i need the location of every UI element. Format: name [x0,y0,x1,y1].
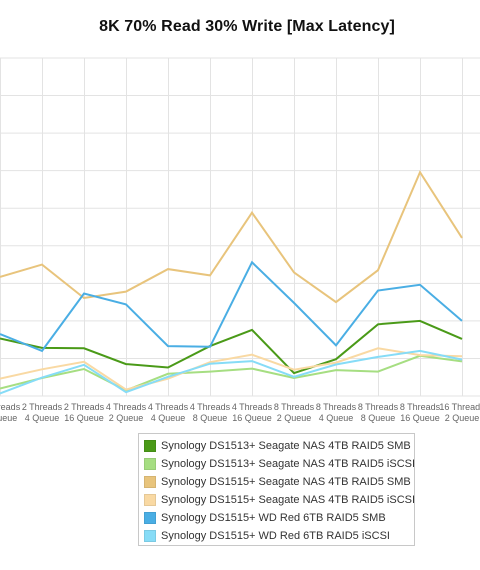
legend-item[interactable]: Synology DS1513+ Seagate NAS 4TB RAID5 i… [144,455,416,473]
legend-label: Synology DS1515+ Seagate NAS 4TB RAID5 S… [161,476,411,488]
legend-label: Synology DS1515+ Seagate NAS 4TB RAID5 i… [161,494,416,506]
chart-title: 8K 70% Read 30% Write [Max Latency] [99,18,395,35]
x-tick-label: 4 Threads 8 Queue [190,402,231,423]
series-line-3 [0,170,463,304]
legend-label: Synology DS1515+ WD Red 6TB RAID5 iSCSI [161,530,390,542]
legend-swatch [144,512,156,524]
chart-legend: Synology DS1513+ Seagate NAS 4TB RAID5 S… [138,433,415,546]
series-line-5 [0,260,463,353]
x-tick-label: 8 Threads 16 Queue [400,402,441,423]
x-tick-label: 4 Threads 16 Queue [232,402,273,423]
legend-item[interactable]: Synology DS1515+ WD Red 6TB RAID5 SMB [144,509,414,527]
legend-item[interactable]: Synology DS1513+ Seagate NAS 4TB RAID5 S… [144,437,414,455]
x-tick-label: 8 Threads 2 Queue [274,402,315,423]
series-line-1 [0,319,463,375]
x-tick-label: 4 Threads 2 Queue [106,402,147,423]
x-tick-label: 8 Threads 8 Queue [358,402,399,423]
legend-label: Synology DS1513+ Seagate NAS 4TB RAID5 i… [161,458,416,470]
legend-label: Synology DS1515+ WD Red 6TB RAID5 SMB [161,512,386,524]
series-line-2 [0,354,463,392]
legend-item[interactable]: Synology DS1515+ Seagate NAS 4TB RAID5 S… [144,473,414,491]
x-tick-label: 8 Threads 4 Queue [316,402,357,423]
x-tick-label: 2 Threads 4 Queue [22,402,63,423]
legend-label: Synology DS1513+ Seagate NAS 4TB RAID5 S… [161,440,411,452]
x-tick-label: 2 Threads 16 Queue [64,402,105,423]
legend-item[interactable]: Synology DS1515+ Seagate NAS 4TB RAID5 i… [144,491,416,509]
legend-swatch [144,476,156,488]
series-line-6 [0,349,463,395]
legend-swatch [144,458,156,470]
legend-swatch [144,440,156,452]
legend-swatch [144,530,156,542]
x-tick-label: 4 Threads 4 Queue [148,402,189,423]
legend-item[interactable]: Synology DS1515+ WD Red 6TB RAID5 iSCSI [144,527,414,545]
legend-swatch [144,494,156,506]
series-line-4 [0,347,463,391]
